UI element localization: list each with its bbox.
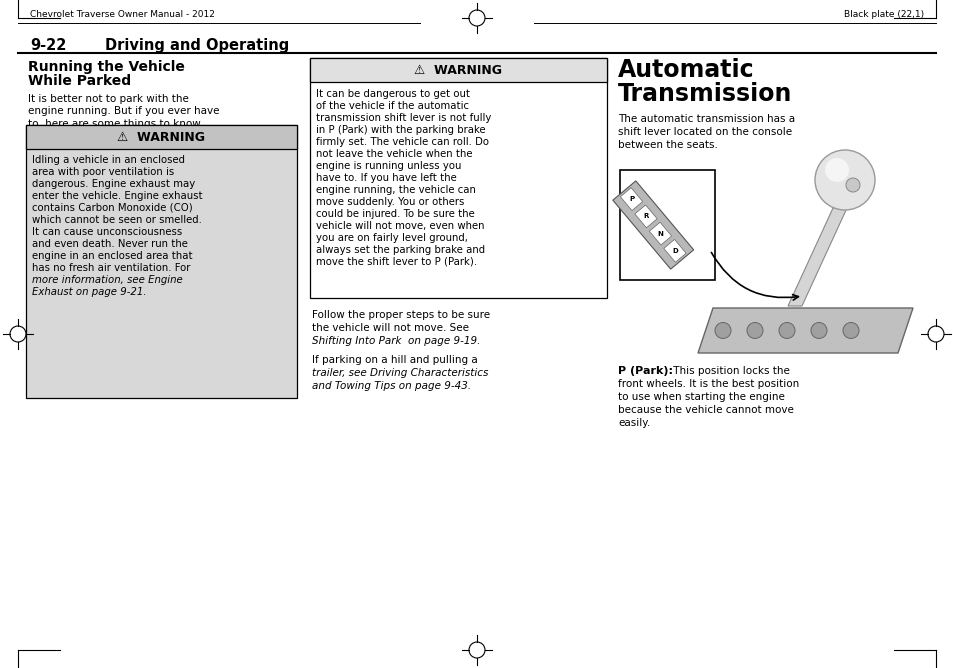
Text: has no fresh air ventilation. For: has no fresh air ventilation. For bbox=[32, 263, 191, 273]
Text: D: D bbox=[671, 248, 678, 254]
Text: Running the Vehicle: Running the Vehicle bbox=[28, 60, 185, 74]
Text: This position locks the: This position locks the bbox=[669, 366, 789, 376]
Circle shape bbox=[746, 323, 762, 339]
Circle shape bbox=[845, 178, 859, 192]
Text: which cannot be seen or smelled.: which cannot be seen or smelled. bbox=[32, 215, 202, 225]
Text: It is better not to park with the: It is better not to park with the bbox=[28, 94, 189, 104]
Text: R: R bbox=[642, 213, 648, 219]
Text: more information, see Engine: more information, see Engine bbox=[32, 275, 183, 285]
Text: could be injured. To be sure the: could be injured. To be sure the bbox=[315, 209, 475, 219]
Text: It can cause unconsciousness: It can cause unconsciousness bbox=[32, 227, 182, 237]
Text: Transmission: Transmission bbox=[618, 82, 792, 106]
Text: engine running. But if you ever have: engine running. But if you ever have bbox=[28, 106, 219, 116]
Text: move the shift lever to P (Park).: move the shift lever to P (Park). bbox=[315, 257, 476, 267]
Text: always set the parking brake and: always set the parking brake and bbox=[315, 245, 485, 255]
Bar bbox=[619, 188, 642, 210]
Text: and even death. Never run the: and even death. Never run the bbox=[32, 239, 188, 249]
Circle shape bbox=[779, 323, 794, 339]
Text: because the vehicle cannot move: because the vehicle cannot move bbox=[618, 405, 793, 415]
Text: and Towing Tips on page 9-43.: and Towing Tips on page 9-43. bbox=[312, 381, 471, 391]
Polygon shape bbox=[612, 181, 693, 269]
Circle shape bbox=[714, 323, 730, 339]
Text: engine running, the vehicle can: engine running, the vehicle can bbox=[315, 185, 476, 195]
Text: Follow the proper steps to be sure: Follow the proper steps to be sure bbox=[312, 310, 490, 320]
Text: dangerous. Engine exhaust may: dangerous. Engine exhaust may bbox=[32, 179, 195, 189]
Text: P: P bbox=[628, 196, 634, 202]
Text: have to. If you have left the: have to. If you have left the bbox=[315, 173, 456, 183]
Text: N: N bbox=[657, 230, 662, 236]
Polygon shape bbox=[698, 308, 912, 353]
Circle shape bbox=[824, 158, 848, 182]
Bar bbox=[310, 58, 606, 298]
Text: If parking on a hill and pulling a: If parking on a hill and pulling a bbox=[312, 355, 477, 365]
Text: move suddenly. You or others: move suddenly. You or others bbox=[315, 197, 464, 207]
Text: engine in an enclosed area that: engine in an enclosed area that bbox=[32, 251, 193, 261]
Text: not leave the vehicle when the: not leave the vehicle when the bbox=[315, 149, 472, 159]
Text: in P (Park) with the parking brake: in P (Park) with the parking brake bbox=[315, 125, 485, 135]
Text: between the seats.: between the seats. bbox=[618, 140, 717, 150]
Text: P (Park):: P (Park): bbox=[618, 366, 672, 376]
Circle shape bbox=[810, 323, 826, 339]
Text: area with poor ventilation is: area with poor ventilation is bbox=[32, 167, 174, 177]
Text: the vehicle will not move. See: the vehicle will not move. See bbox=[312, 323, 469, 333]
Text: firmly set. The vehicle can roll. Do: firmly set. The vehicle can roll. Do bbox=[315, 137, 489, 147]
Polygon shape bbox=[787, 208, 846, 306]
Bar bbox=[634, 205, 657, 228]
Text: 9-22: 9-22 bbox=[30, 38, 67, 53]
Text: ⚠  WARNING: ⚠ WARNING bbox=[117, 130, 205, 144]
Text: of the vehicle if the automatic: of the vehicle if the automatic bbox=[315, 101, 469, 111]
Bar bbox=[26, 125, 296, 149]
Text: front wheels. It is the best position: front wheels. It is the best position bbox=[618, 379, 799, 389]
Text: Driving and Operating: Driving and Operating bbox=[105, 38, 289, 53]
Text: While Parked: While Parked bbox=[28, 74, 131, 88]
Bar bbox=[619, 170, 714, 280]
Bar bbox=[310, 58, 606, 82]
Text: enter the vehicle. Engine exhaust: enter the vehicle. Engine exhaust bbox=[32, 191, 202, 201]
Bar bbox=[649, 222, 671, 245]
Text: to use when starting the engine: to use when starting the engine bbox=[618, 392, 784, 402]
Circle shape bbox=[814, 150, 874, 210]
Text: vehicle will not move, even when: vehicle will not move, even when bbox=[315, 221, 484, 231]
Text: Automatic: Automatic bbox=[618, 58, 754, 82]
Text: transmission shift lever is not fully: transmission shift lever is not fully bbox=[315, 113, 491, 123]
Bar bbox=[26, 125, 296, 398]
Text: Shifting Into Park  on page 9-19.: Shifting Into Park on page 9-19. bbox=[312, 336, 480, 346]
Text: engine is running unless you: engine is running unless you bbox=[315, 161, 461, 171]
Text: ⚠  WARNING: ⚠ WARNING bbox=[414, 63, 502, 77]
Text: Black plate (22,1): Black plate (22,1) bbox=[843, 10, 923, 19]
Text: shift lever located on the console: shift lever located on the console bbox=[618, 127, 791, 137]
Text: Exhaust on page 9-21.: Exhaust on page 9-21. bbox=[32, 287, 147, 297]
Text: trailer, see Driving Characteristics: trailer, see Driving Characteristics bbox=[312, 368, 488, 378]
Text: Idling a vehicle in an enclosed: Idling a vehicle in an enclosed bbox=[32, 155, 185, 165]
Text: easily.: easily. bbox=[618, 418, 650, 428]
Text: Chevrolet Traverse Owner Manual - 2012: Chevrolet Traverse Owner Manual - 2012 bbox=[30, 10, 214, 19]
Bar bbox=[663, 239, 685, 263]
Text: It can be dangerous to get out: It can be dangerous to get out bbox=[315, 89, 470, 99]
Text: to, here are some things to know.: to, here are some things to know. bbox=[28, 119, 203, 129]
Circle shape bbox=[842, 323, 858, 339]
Text: contains Carbon Monoxide (CO): contains Carbon Monoxide (CO) bbox=[32, 203, 193, 213]
Text: The automatic transmission has a: The automatic transmission has a bbox=[618, 114, 794, 124]
Text: you are on fairly level ground,: you are on fairly level ground, bbox=[315, 233, 467, 243]
